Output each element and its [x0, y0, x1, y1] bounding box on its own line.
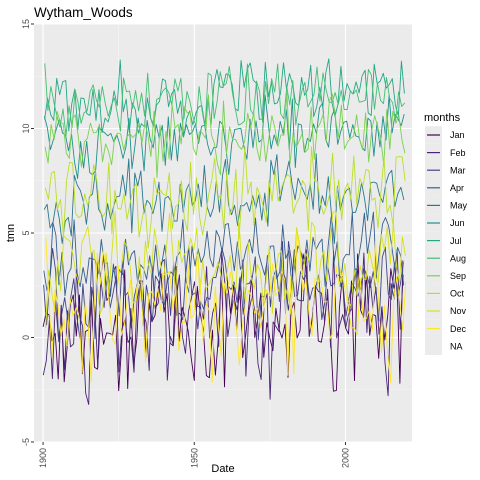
x-tick-label: 2000 — [340, 448, 350, 468]
legend-label-nov: Nov — [450, 306, 467, 316]
legend-label-oct: Oct — [450, 289, 465, 299]
series-line-sep — [44, 92, 406, 178]
series-lines — [42, 58, 407, 405]
x-tick-label: 1900 — [38, 448, 48, 468]
legend-items: Jan Feb Mar Apr May Jun Jul Aug Sep Oct Nov Dec NA — [425, 126, 468, 355]
x-tick-label: 1950 — [189, 448, 199, 468]
legend-label-mar: Mar — [450, 165, 466, 175]
series-line-oct — [44, 146, 406, 249]
y-axis-title: tmn — [5, 224, 17, 242]
y-tick-label: 0 — [21, 335, 31, 340]
legend-title: months — [424, 112, 461, 124]
chart-title: Wytham_Woods — [34, 5, 133, 20]
series-line-jun — [43, 94, 405, 179]
legend-label-feb: Feb — [450, 148, 466, 158]
y-tick-label: 10 — [21, 123, 31, 133]
legend-label-dec: Dec — [450, 324, 467, 334]
legend-label-may: May — [450, 201, 468, 211]
legend: months Jan Feb Mar Apr May Jun Jul Aug Sep Oct Nov… — [424, 112, 468, 355]
legend-label-aug: Aug — [450, 253, 466, 263]
series-line-nov — [45, 211, 406, 329]
y-axis: -5 0 5 10 15 — [21, 19, 34, 446]
legend-label-apr: Apr — [450, 183, 464, 193]
series-line-aug — [44, 63, 406, 137]
legend-label-jan: Jan — [450, 130, 465, 140]
legend-label-jul: Jul — [450, 236, 462, 246]
legend-label-na: NA — [450, 341, 463, 351]
y-tick-label: -5 — [21, 438, 31, 446]
series-line-dec — [45, 232, 407, 384]
y-tick-label: 5 — [21, 230, 31, 235]
y-tick-label: 15 — [21, 19, 31, 29]
legend-label-jun: Jun — [450, 218, 465, 228]
series-line-jul — [44, 58, 405, 138]
x-axis: 1900 1950 2000 — [38, 442, 350, 468]
legend-key-na — [425, 337, 442, 355]
x-axis-title: Date — [211, 463, 234, 475]
legend-label-sep: Sep — [450, 271, 466, 281]
series-line-apr — [43, 211, 405, 297]
